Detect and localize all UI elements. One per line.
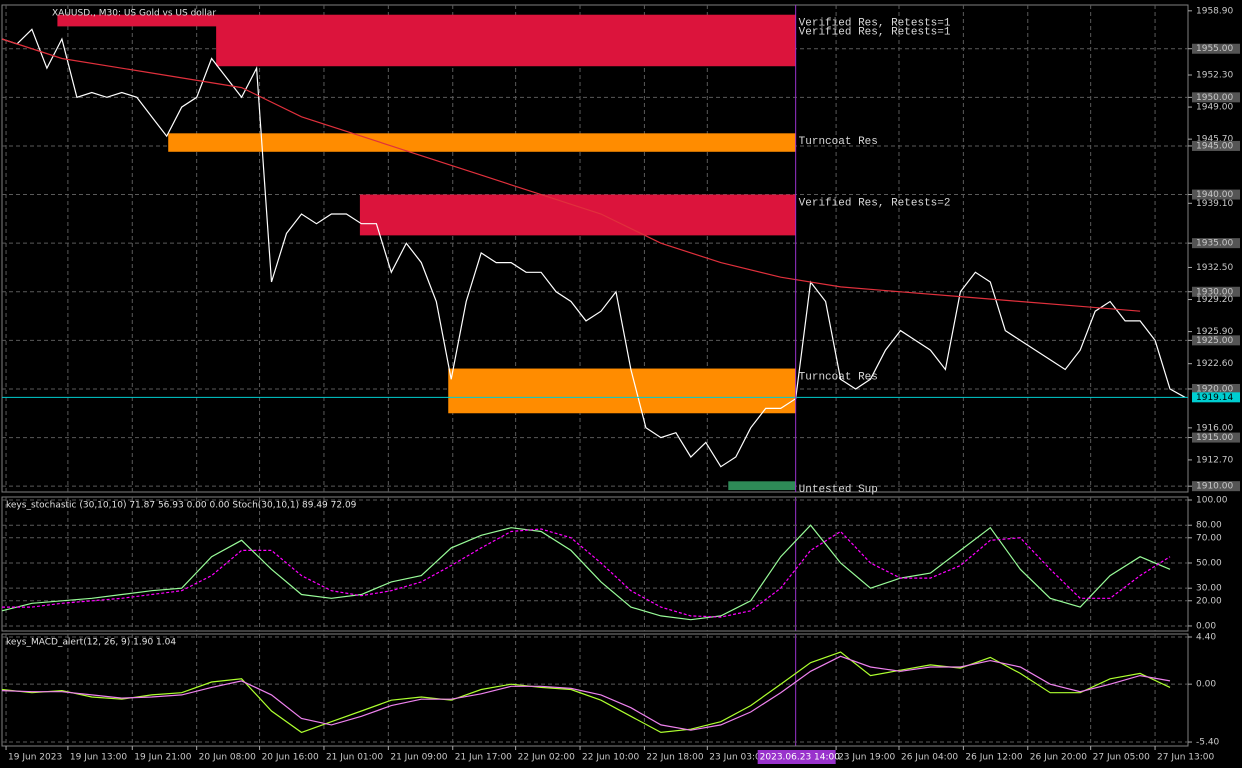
y-tick-box xyxy=(1192,383,1240,394)
zone xyxy=(216,23,796,67)
current-price-label: 1919.14 xyxy=(1196,393,1233,403)
y-tick-label: 1929.20 xyxy=(1196,295,1233,305)
x-tick-label: 19 Jun 2023 xyxy=(8,753,62,763)
y-tick-box xyxy=(1192,140,1240,151)
x-tick-label: 26 Jun 04:00 xyxy=(901,753,958,763)
y-tick-label: 1945.00 xyxy=(1196,141,1233,151)
zone-label: Verified Res, Retests=1 xyxy=(799,18,951,30)
x-tick-label: 23 Jun 19:00 xyxy=(838,753,895,763)
y-tick-label: 1952.30 xyxy=(1196,70,1233,80)
y-tick-label: 80.00 xyxy=(1196,521,1222,531)
y-tick-label: 70.00 xyxy=(1196,533,1222,543)
x-tick-label: 20 Jun 08:00 xyxy=(199,753,256,763)
y-tick-box xyxy=(1192,335,1240,346)
y-tick-label: 1939.10 xyxy=(1196,199,1233,209)
x-tick-label: 19 Jun 13:00 xyxy=(70,753,127,763)
x-tick-label: 26 Jun 12:00 xyxy=(965,753,1022,763)
x-tick-label: 21 Jun 09:00 xyxy=(390,753,447,763)
zone-label: Untested Sup xyxy=(799,484,878,496)
y-tick-label: 30.00 xyxy=(1196,584,1222,594)
y-tick-label: 1945.70 xyxy=(1196,135,1233,145)
series-line xyxy=(1,28,1186,468)
y-tick-label: 1915.00 xyxy=(1196,433,1233,443)
y-tick-label: 100.00 xyxy=(1196,496,1228,506)
panel-title: keys_stochastic (30,10,10) 71.87 56.93 0… xyxy=(6,501,357,511)
zone-label: Turncoat Res xyxy=(799,371,878,383)
panel-frame xyxy=(1,4,1189,493)
y-tick-label: 1958.90 xyxy=(1196,6,1233,16)
y-tick-label: -5.40 xyxy=(1196,738,1220,748)
y-tick-label: 1910.00 xyxy=(1196,482,1233,492)
x-tick-label: 27 Jun 13:00 xyxy=(1157,753,1214,763)
series-line xyxy=(1,524,1171,621)
y-tick-box xyxy=(1192,43,1240,54)
y-tick-box xyxy=(1192,189,1240,200)
zone xyxy=(57,14,796,27)
series-line xyxy=(1,38,1141,312)
x-tick-label: 23 Jun 03:00 xyxy=(709,753,766,763)
y-tick-label: 1955.00 xyxy=(1196,44,1233,54)
x-tick-label: 27 Jun 05:00 xyxy=(1093,753,1150,763)
y-tick-label: 1912.70 xyxy=(1196,455,1233,465)
zone-label: Turncoat Res xyxy=(799,136,878,148)
y-tick-label: 50.00 xyxy=(1196,558,1222,568)
cursor-box xyxy=(757,750,836,764)
y-tick-box xyxy=(1192,92,1240,103)
x-tick-label: 21 Jun 17:00 xyxy=(455,753,512,763)
y-tick-label: 1916.00 xyxy=(1196,423,1233,433)
y-tick-label: 1950.00 xyxy=(1196,93,1233,103)
current-price-box xyxy=(1192,392,1240,403)
x-tick-label: 22 Jun 18:00 xyxy=(646,753,703,763)
y-tick-label: 0.00 xyxy=(1196,680,1216,690)
y-tick-label: 1925.00 xyxy=(1196,336,1233,346)
y-tick-label: 20.00 xyxy=(1196,596,1222,606)
y-tick-label: 1922.60 xyxy=(1196,359,1233,369)
y-tick-box xyxy=(1192,481,1240,492)
x-tick-label: 19 Jun 21:00 xyxy=(134,753,191,763)
x-tick-label: 22 Jun 02:00 xyxy=(518,753,575,763)
panel-title: keys_MACD_alert(12, 26, 9) 1.90 1.04 xyxy=(6,638,176,648)
x-tick-label: 21 Jun 01:00 xyxy=(326,753,383,763)
series-line xyxy=(2,528,1171,618)
series-line xyxy=(1,651,1171,734)
y-tick-label: 4.40 xyxy=(1196,633,1216,643)
panel-frame xyxy=(1,496,1189,632)
x-tick-label: 22 Jun 10:00 xyxy=(582,753,639,763)
zone xyxy=(448,368,796,414)
y-tick-label: 1940.00 xyxy=(1196,190,1233,200)
y-tick-box xyxy=(1192,286,1240,297)
y-tick-box xyxy=(1192,238,1240,249)
series-line xyxy=(1,655,1171,731)
y-tick-label: 0.00 xyxy=(1196,621,1216,631)
y-tick-label: 1930.00 xyxy=(1196,287,1233,297)
y-tick-label: 1932.50 xyxy=(1196,263,1233,273)
zone-label: Verified Res, Retests=1 xyxy=(799,26,951,38)
y-tick-label: 1920.00 xyxy=(1196,384,1233,394)
panel-title: XAUUSD., M30: US Gold vs US dollar xyxy=(52,9,216,19)
zone-label: Verified Res, Retests=2 xyxy=(799,197,951,209)
y-tick-label: 1949.00 xyxy=(1196,103,1233,113)
y-tick-box xyxy=(1192,432,1240,443)
zone xyxy=(728,481,796,491)
x-tick-label: 20 Jun 16:00 xyxy=(262,753,319,763)
y-tick-label: 1935.00 xyxy=(1196,239,1233,249)
zone xyxy=(168,133,796,152)
cursor-label: 2023.06.23 14:00 xyxy=(760,753,841,763)
x-tick-label: 26 Jun 20:00 xyxy=(1030,753,1087,763)
zone xyxy=(359,194,796,236)
y-tick-label: 1925.90 xyxy=(1196,327,1233,337)
